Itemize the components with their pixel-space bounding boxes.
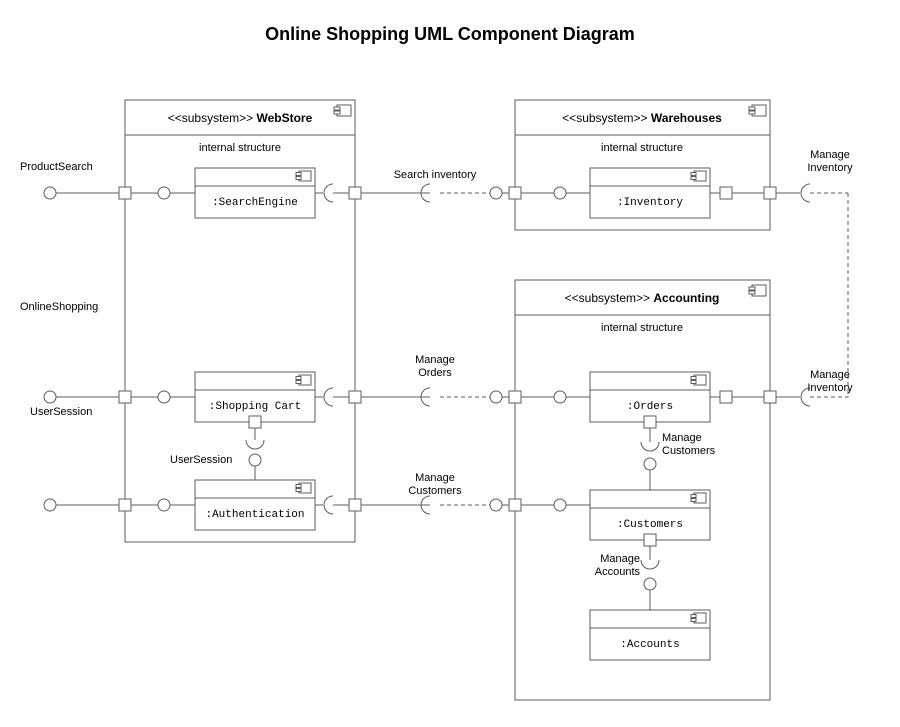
- accounting-header: <<subsystem>> Accounting: [565, 291, 720, 305]
- label-product-search: ProductSearch: [20, 161, 93, 173]
- customers-label: :Customers: [617, 519, 683, 531]
- warehouses-struct-label: internal structure: [601, 142, 683, 154]
- subsystem-webstore: <<subsystem>> WebStore internal structur…: [125, 100, 355, 542]
- diagram-title: Online Shopping UML Component Diagram: [265, 24, 635, 44]
- warehouses-header: <<subsystem>> Warehouses: [562, 111, 722, 125]
- component-orders: :Orders: [590, 372, 710, 422]
- component-shopping-cart: :Shopping Cart: [195, 372, 315, 422]
- label-manage-inventory-1: ManageInventory: [807, 149, 853, 174]
- webstore-header: <<subsystem>> WebStore: [168, 111, 313, 125]
- label-manage-inventory-2: ManageInventory: [807, 369, 853, 394]
- accounts-label: :Accounts: [620, 639, 679, 651]
- component-customers: :Customers: [590, 490, 710, 540]
- shopping-cart-label: :Shopping Cart: [209, 401, 301, 413]
- accounting-struct-label: internal structure: [601, 322, 683, 334]
- search-engine-label: :SearchEngine: [212, 197, 298, 209]
- uml-component-diagram: Online Shopping UML Component Diagram <<…: [0, 0, 900, 727]
- label-manage-accounts: ManageAccounts: [595, 553, 641, 578]
- authentication-label: :Authentication: [205, 509, 304, 521]
- component-search-engine: :SearchEngine: [195, 168, 315, 218]
- component-authentication: :Authentication: [195, 480, 315, 530]
- inventory-label: :Inventory: [617, 197, 683, 209]
- component-inventory: :Inventory: [590, 168, 710, 218]
- label-user-session: UserSession: [30, 406, 92, 418]
- component-accounts: :Accounts: [590, 610, 710, 660]
- orders-label: :Orders: [627, 401, 673, 413]
- label-user-session-2: UserSession: [170, 454, 232, 466]
- webstore-struct-label: internal structure: [199, 142, 281, 154]
- label-online-shopping: OnlineShopping: [20, 301, 98, 313]
- label-manage-orders: ManageOrders: [415, 354, 455, 379]
- label-manage-customers: ManageCustomers: [408, 472, 462, 497]
- edge-manage-inventory-vertical: [810, 193, 848, 397]
- label-search-inventory: Search inventory: [394, 169, 477, 181]
